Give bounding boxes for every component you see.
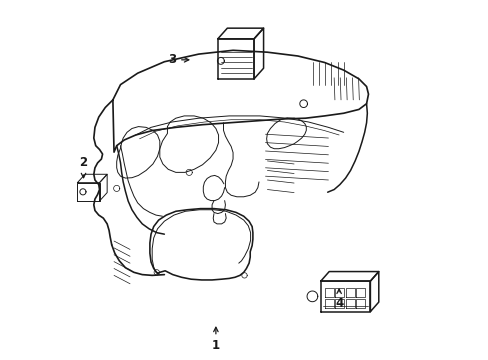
- Text: 1: 1: [211, 327, 220, 352]
- Text: 3: 3: [167, 53, 188, 66]
- Text: 2: 2: [79, 156, 87, 178]
- Text: 4: 4: [334, 289, 343, 310]
